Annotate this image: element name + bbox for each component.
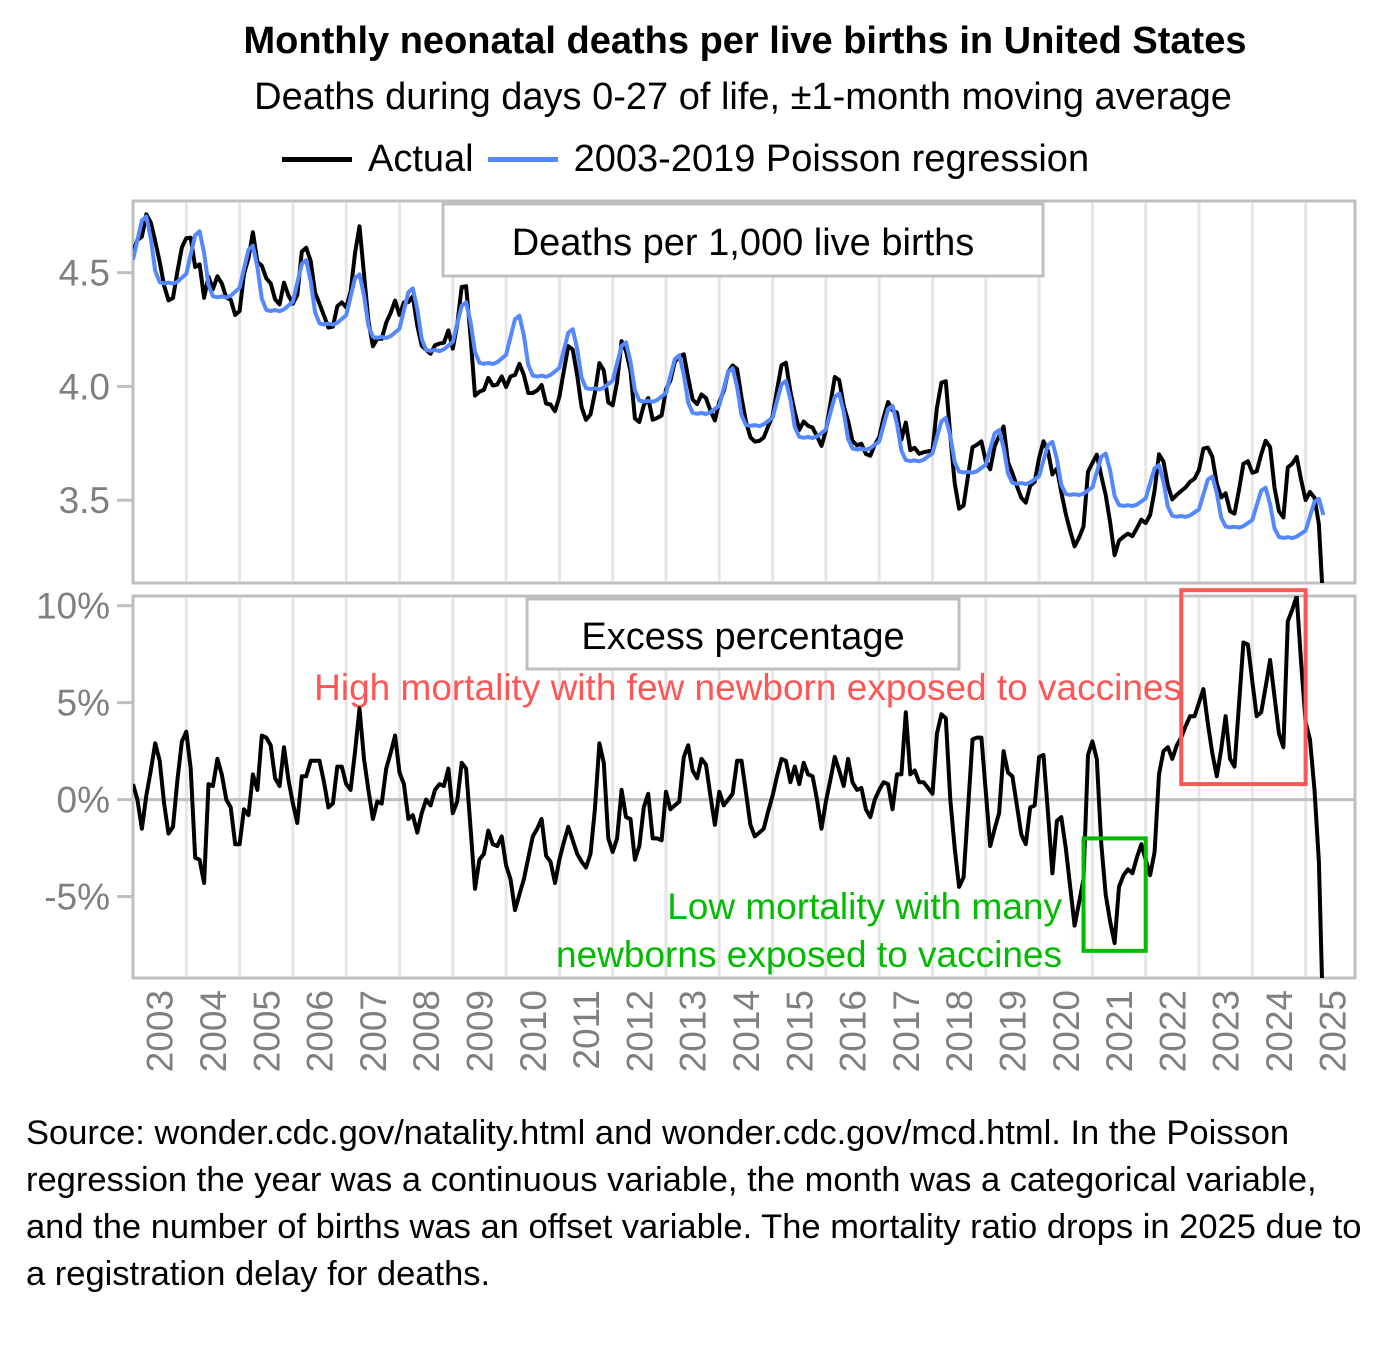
chart-title: Monthly neonatal deaths per live births … [243, 20, 1247, 62]
legend: Actual 2003-2019 Poisson regression [282, 136, 1103, 182]
annotation-boxes [1081, 588, 1308, 953]
y-tick-label: 10% [36, 586, 110, 627]
top-panel: 3.5 4.0 4.5 Deaths per 1,000 live births [59, 199, 1357, 585]
chart-subtitle: Deaths during days 0-27 of life, ±1-mont… [254, 76, 1232, 118]
x-tick-label: 2006 [300, 990, 341, 1072]
source-note: Source: wonder.cdc.gov/natality.html and… [26, 1114, 1362, 1293]
x-tick-label: 2009 [459, 990, 500, 1072]
x-tick-label: 2012 [619, 990, 660, 1072]
y-tick-label: 5% [57, 683, 110, 724]
bottom-lines [133, 596, 1324, 978]
top-lines [133, 212, 1326, 583]
legend-label-model: 2003-2019 Poisson regression [573, 137, 1090, 180]
legend-label-actual: Actual [368, 137, 474, 180]
legend-swatch-actual [282, 156, 352, 162]
bottom-y-axis: -5% 0% 5% 10% [36, 586, 133, 918]
x-tick-label: 2023 [1206, 990, 1247, 1072]
x-tick-label: 2013 [673, 990, 714, 1072]
bottom-panel-label-box [525, 597, 961, 671]
x-tick-label: 2021 [1099, 990, 1140, 1072]
excess-line [133, 596, 1324, 978]
x-tick-label: 2004 [193, 990, 234, 1072]
x-tick-label: 2016 [833, 990, 874, 1072]
x-axis-labels: 2003 2004 2005 2006 2007 2008 2009 2010 2011 2012… [140, 990, 1354, 1072]
green-highlight-box [1081, 836, 1148, 953]
x-tick-label: 2008 [406, 990, 447, 1072]
green-annotation-line2: newborns exposed to vaccines [556, 934, 1062, 975]
legend-swatch-model [487, 156, 558, 162]
x-tick-label: 2025 [1312, 990, 1353, 1072]
x-tick-label: 2015 [779, 990, 820, 1072]
x-tick-label: 2024 [1259, 990, 1300, 1072]
x-tick-label: 2011 [566, 990, 607, 1070]
top-panel-label-box [441, 202, 1045, 278]
x-tick-label: 2018 [939, 990, 980, 1072]
y-tick-label: 3.5 [59, 480, 110, 521]
bottom-panel: -5% 0% 5% 10% Excess percentage High mortal… [36, 586, 1357, 980]
y-tick-label: -5% [44, 877, 110, 918]
legend-item-model: 2003-2019 Poisson regression [487, 137, 1090, 181]
chart-svg: 3.5 4.0 4.5 Deaths per 1,000 live births -… [36, 199, 1357, 1072]
x-tick-label: 2017 [886, 990, 927, 1072]
x-tick-label: 2007 [353, 990, 394, 1072]
y-tick-label: 4.5 [59, 253, 110, 294]
legend-item-actual: Actual [282, 138, 474, 181]
model-line [133, 214, 1326, 541]
x-tick-label: 2003 [140, 990, 181, 1072]
x-tick-label: 2020 [1046, 990, 1087, 1072]
green-annotation-line1: Low mortality with many [667, 886, 1062, 927]
y-tick-label: 4.0 [59, 366, 110, 407]
x-tick-label: 2005 [246, 990, 287, 1072]
x-tick-label: 2014 [726, 990, 767, 1072]
bottom-panel-label: Excess percentage [581, 616, 904, 658]
x-tick-label: 2019 [992, 990, 1033, 1072]
y-tick-label: 0% [57, 780, 110, 821]
top-y-axis: 3.5 4.0 4.5 [59, 253, 133, 521]
red-annotation-text: High mortality with few newborn exposed … [314, 667, 1182, 708]
x-tick-label: 2022 [1152, 990, 1193, 1072]
top-panel-label: Deaths per 1,000 live births [512, 222, 975, 264]
red-highlight-box [1179, 588, 1308, 787]
x-tick-label: 2010 [513, 990, 554, 1072]
